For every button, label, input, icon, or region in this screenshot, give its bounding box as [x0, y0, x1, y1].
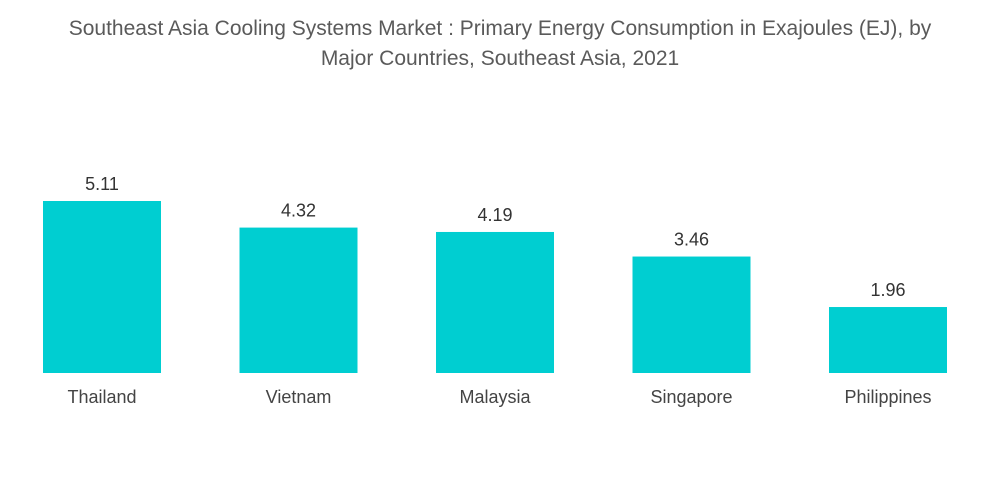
category-label-malaysia: Malaysia [459, 387, 531, 407]
value-label-philippines: 1.96 [870, 280, 905, 300]
chart-title: Southeast Asia Cooling Systems Market : … [0, 14, 1000, 74]
category-label-singapore: Singapore [650, 387, 732, 407]
bar-thailand [43, 201, 161, 373]
bar-philippines [829, 307, 947, 373]
bar-malaysia [436, 231, 554, 373]
bar-singapore [632, 256, 751, 373]
category-label-thailand: Thailand [67, 387, 136, 407]
value-label-malaysia: 4.19 [477, 205, 512, 225]
value-label-singapore: 3.46 [674, 230, 709, 250]
value-label-vietnam: 4.32 [281, 201, 316, 221]
chart-title-line-1: Southeast Asia Cooling Systems Market : … [68, 17, 932, 40]
bar-vietnam [239, 227, 358, 373]
category-label-philippines: Philippines [844, 387, 931, 407]
value-label-thailand: 5.11 [85, 174, 119, 194]
chart-title-line-2: Major Countries, Southeast Asia, 2021 [320, 47, 680, 70]
category-label-vietnam: Vietnam [266, 387, 332, 407]
